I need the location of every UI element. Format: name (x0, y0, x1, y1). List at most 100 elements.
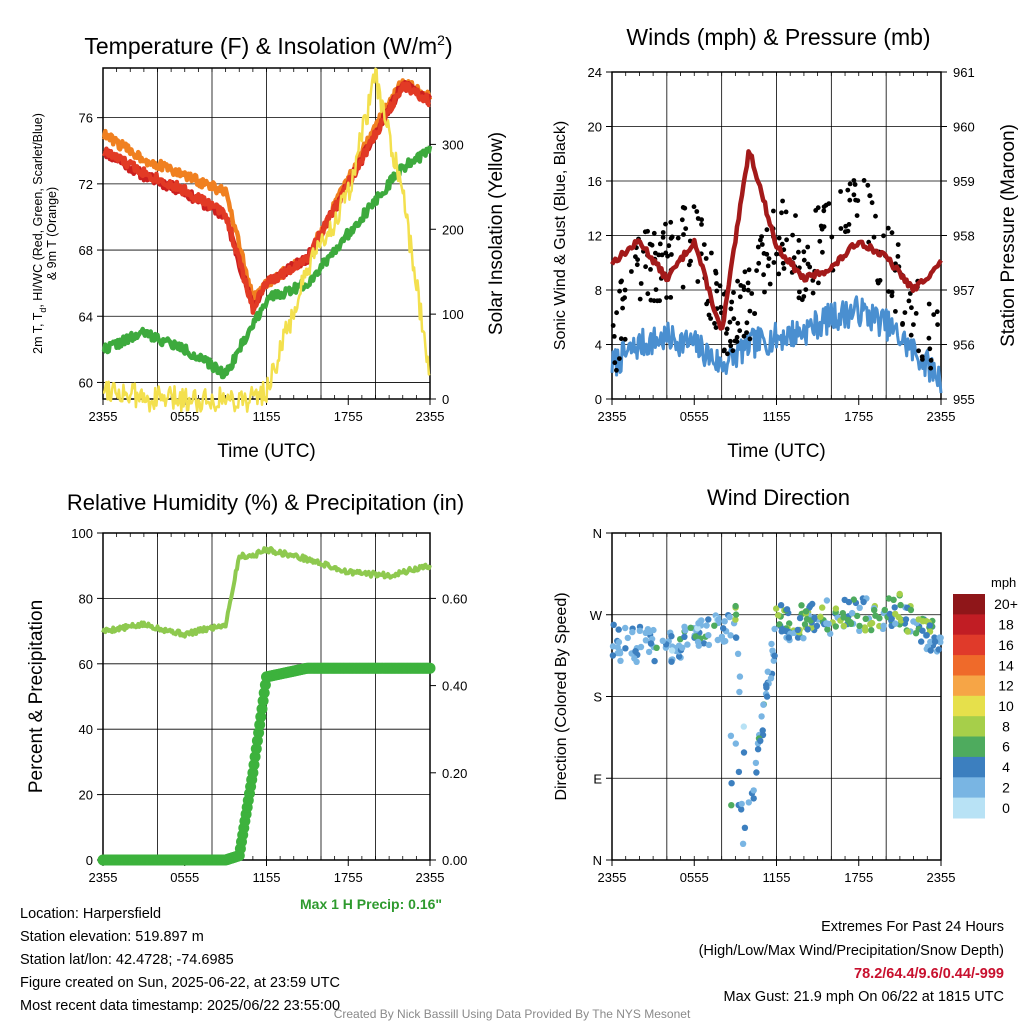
temp-y2tick-label: 200 (442, 222, 464, 237)
wind-gust-point (664, 295, 669, 300)
wind-gust-point (694, 209, 700, 214)
dir-point (738, 800, 745, 808)
wind-gust-point (747, 336, 753, 342)
rh-y2tick-label: 0.00 (442, 853, 467, 868)
temp-ytick-label: 76 (79, 111, 93, 126)
wind-gust-point (845, 187, 851, 193)
wind-gust-point (653, 287, 659, 292)
dir-point (856, 604, 863, 611)
dir-point (675, 653, 683, 660)
wind-gust-point (764, 227, 770, 233)
wind-gust-point (717, 283, 723, 289)
credit-line: Created By Nick Bassill Using Data Provi… (333, 1007, 691, 1021)
dir-point (633, 658, 640, 665)
legend-swatch (953, 614, 985, 636)
dir-point (847, 619, 854, 626)
dir-point (753, 769, 760, 776)
dir-point (770, 657, 777, 664)
dir-point (872, 612, 879, 619)
wind-gust-point (675, 235, 681, 241)
dir-point (615, 626, 622, 633)
wind-y2tick-label: 957 (953, 283, 975, 298)
dir-point (736, 673, 744, 680)
wind-gust-point (660, 230, 666, 235)
rh-y2tick-label: 0.40 (442, 679, 467, 694)
rh-ytick-label: 80 (79, 591, 93, 606)
dir-point (794, 634, 802, 641)
wind-gust-point (761, 272, 766, 278)
wind-gust-point (779, 210, 784, 216)
dir-point (856, 627, 863, 634)
wind-gust-point (618, 336, 624, 342)
dir-point (694, 625, 701, 632)
dir-point (727, 732, 735, 739)
wind-gust-point (622, 295, 627, 301)
wind-xlabel: Time (UTC) (727, 441, 826, 462)
wind-pressure-line (610, 149, 943, 331)
dir-point (907, 606, 915, 614)
wind-gust-point (920, 357, 925, 362)
info-elevation: Station elevation: 519.897 m (20, 929, 204, 945)
wind-gust-point (722, 347, 727, 353)
rh-ylabel: Percent & Precipitation (26, 600, 47, 793)
temp-xtick-label: 2355 (416, 409, 445, 424)
wind-gust-point (752, 311, 758, 316)
dir-point (757, 737, 764, 744)
wind-gust-point (642, 229, 648, 235)
dir-point (904, 628, 911, 635)
wind-gust-point (749, 291, 755, 296)
wind-ytick-label: 12 (588, 229, 602, 244)
dir-point (720, 638, 727, 645)
dir-xtick-label: 2355 (927, 870, 956, 885)
wind-gust-point (927, 346, 933, 352)
rh-precip-point (247, 767, 259, 779)
dir-point (624, 634, 631, 642)
wind-gust-point (851, 178, 857, 183)
rh-ytick-label: 40 (79, 722, 93, 737)
dir-point (651, 657, 658, 665)
wind-gust-point (714, 281, 719, 286)
wind-gust-point (781, 266, 787, 271)
wind-gust-point (847, 181, 853, 187)
dir-point (881, 606, 888, 614)
wind-gust-point (815, 205, 821, 211)
wind-gust-point (776, 271, 782, 277)
wind-gust-point (695, 279, 701, 284)
dir-point (617, 657, 624, 664)
dir-point (734, 650, 742, 657)
legend-label: 2 (1002, 780, 1010, 796)
info-location: Location: Harpersfield (20, 906, 162, 922)
wind-gust-point (747, 308, 753, 314)
dir-point (868, 626, 875, 634)
wind-gust-point (686, 262, 692, 268)
dir-point (758, 713, 765, 720)
dir-point (801, 621, 809, 628)
legend-label: 0 (1002, 800, 1010, 816)
wind-gust-point (796, 238, 802, 243)
rh-xtick-label: 0555 (170, 870, 199, 885)
wind-gust-point (765, 263, 771, 269)
wind-gust-point (731, 290, 736, 295)
wind-gust-point (784, 237, 789, 243)
dir-point (715, 616, 722, 623)
dir-point (880, 622, 887, 629)
wind-gust-point (730, 348, 736, 354)
wind-gust-point (657, 241, 663, 247)
wind-gust-point (729, 299, 735, 305)
wind-gust-point (818, 223, 824, 229)
wind-gust-point (725, 351, 730, 357)
wind-gust-point (909, 305, 914, 311)
wind-gust-point (817, 238, 823, 244)
wind-gust-point (801, 249, 807, 255)
wind-gust-point (669, 252, 674, 257)
wind-gust-point (727, 319, 733, 325)
temp-ytick-label: 60 (79, 375, 93, 390)
dir-point (800, 635, 807, 642)
wind-gust-point (913, 311, 919, 316)
wind-gust-point (620, 305, 625, 311)
dir-point (750, 795, 757, 802)
legend-label: 4 (1002, 759, 1010, 775)
wind-gust-point (622, 287, 628, 293)
wind-gust-point (651, 230, 657, 236)
dir-point (632, 648, 639, 655)
